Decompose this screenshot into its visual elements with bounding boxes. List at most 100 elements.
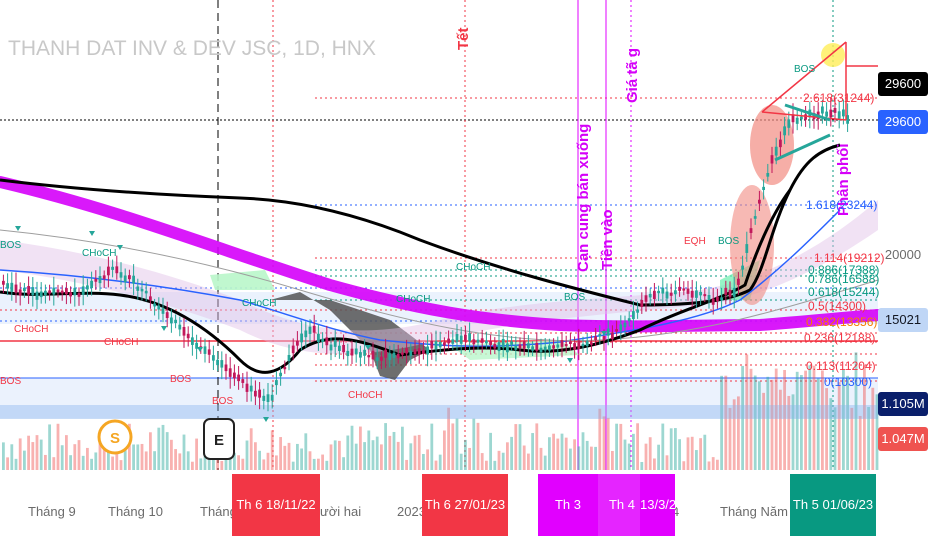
volume-bar bbox=[321, 454, 324, 470]
candle-body bbox=[107, 266, 110, 276]
volume-bar bbox=[304, 433, 308, 470]
candle-body bbox=[506, 343, 509, 353]
volume-bar bbox=[543, 455, 547, 470]
volume-bar bbox=[850, 407, 854, 470]
candle-body bbox=[724, 287, 728, 295]
fib-level-label: 1.618(23244) bbox=[806, 198, 877, 212]
candle-body bbox=[762, 186, 765, 190]
candle-body bbox=[468, 333, 471, 342]
volume-bar bbox=[27, 435, 30, 470]
volume-bar bbox=[350, 425, 354, 470]
volume-bar bbox=[514, 424, 518, 470]
candle-body bbox=[766, 172, 770, 177]
volume-bar bbox=[476, 422, 480, 470]
volume-bar bbox=[674, 428, 677, 470]
volume-bar bbox=[102, 437, 106, 470]
candle-body bbox=[422, 350, 425, 354]
volume-bar bbox=[749, 368, 753, 470]
candle-body bbox=[829, 109, 833, 118]
volume-bar bbox=[405, 459, 408, 470]
candle-body bbox=[102, 275, 106, 279]
candle-body bbox=[728, 289, 732, 297]
candle-body bbox=[195, 342, 198, 349]
candle-body bbox=[657, 290, 660, 294]
volume-bar bbox=[480, 453, 484, 470]
candle-body bbox=[2, 280, 5, 285]
volume-bar bbox=[699, 438, 702, 470]
volume-bar bbox=[371, 440, 375, 470]
candle-body bbox=[678, 286, 681, 291]
volume-bar bbox=[833, 407, 837, 470]
volume-bar bbox=[741, 365, 744, 470]
volume-bar bbox=[191, 461, 194, 470]
candle-body bbox=[329, 344, 333, 351]
volume-bar bbox=[39, 439, 43, 470]
volume-bar bbox=[161, 424, 165, 470]
volume-bar bbox=[23, 450, 26, 470]
volume-bar bbox=[837, 382, 841, 470]
volume-bar bbox=[10, 444, 14, 470]
volume-bar bbox=[581, 432, 585, 470]
volume-bar bbox=[539, 447, 543, 470]
candles bbox=[2, 41, 878, 412]
candle-body bbox=[27, 286, 30, 295]
volume-bar bbox=[791, 394, 795, 470]
candle-body bbox=[10, 282, 14, 292]
volume-bar bbox=[711, 457, 715, 470]
candle-body bbox=[245, 383, 249, 392]
volume-bar bbox=[527, 453, 530, 470]
volume-bar bbox=[506, 442, 509, 470]
volume-bar bbox=[170, 439, 173, 470]
candle-body bbox=[161, 308, 165, 314]
volume-bar bbox=[392, 431, 396, 470]
candle-body bbox=[338, 345, 341, 351]
volume-bar bbox=[808, 365, 812, 470]
volume-bar bbox=[354, 443, 358, 470]
volume-bar bbox=[165, 432, 169, 470]
candle-body bbox=[795, 117, 799, 124]
volume-bar bbox=[346, 435, 350, 470]
last-price-label: 29600 bbox=[878, 72, 928, 96]
candle-body bbox=[77, 293, 81, 297]
volume-bar bbox=[737, 396, 740, 470]
volume-bar bbox=[493, 460, 497, 470]
volume-bar bbox=[627, 443, 631, 470]
volume-bar bbox=[644, 443, 648, 470]
volume-bar bbox=[144, 451, 148, 470]
candle-body bbox=[552, 345, 555, 349]
candle-body bbox=[39, 291, 43, 298]
fib-level-label: 0.236(12188) bbox=[804, 331, 875, 345]
candle-body bbox=[170, 317, 173, 324]
volume-bar bbox=[380, 444, 383, 470]
date-badge-2: Th 6 27/01/23 bbox=[422, 474, 508, 536]
heat-spot bbox=[750, 105, 794, 185]
candle-body bbox=[153, 303, 156, 307]
volume-bar bbox=[661, 423, 665, 470]
volume-bar bbox=[249, 428, 253, 470]
volume-bar bbox=[636, 423, 639, 470]
volume-bar bbox=[245, 440, 249, 470]
volume-bar bbox=[195, 438, 198, 470]
candle-body bbox=[380, 356, 383, 361]
x-tick: 4 bbox=[672, 504, 679, 519]
candle-body bbox=[653, 290, 656, 299]
volume-bar bbox=[422, 453, 425, 470]
candle-body bbox=[73, 287, 77, 296]
structure-tag: BOS bbox=[0, 376, 21, 387]
volume-bar bbox=[90, 458, 93, 470]
structure-tag: EQH bbox=[684, 236, 706, 247]
fib-level-label: 0.786(16588) bbox=[808, 272, 879, 286]
candle-body bbox=[682, 288, 686, 291]
candle-body bbox=[539, 347, 543, 353]
volume-bar bbox=[863, 365, 866, 470]
volume-bar bbox=[590, 446, 593, 470]
candle-body bbox=[90, 280, 93, 289]
volume-bar bbox=[212, 456, 215, 470]
volume-bar bbox=[615, 423, 618, 470]
volume-bar bbox=[111, 456, 114, 470]
volume-bar bbox=[14, 458, 18, 470]
candle-body bbox=[451, 339, 455, 344]
candle-body bbox=[417, 348, 421, 355]
candle-body bbox=[296, 340, 299, 346]
